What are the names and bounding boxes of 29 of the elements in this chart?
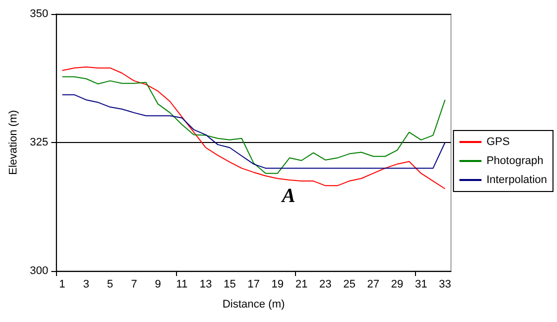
x-tick-label: 33 (438, 278, 452, 290)
x-tick-label: 19 (271, 278, 284, 290)
x-tick-label: 7 (130, 278, 138, 290)
x-tick-label: 9 (154, 278, 161, 290)
y-tick-label: 300 (30, 265, 48, 277)
legend-label: GPS (486, 136, 510, 148)
legend-label: Interpolation (486, 174, 548, 186)
x-tick-label: 21 (295, 278, 308, 290)
x-tick-label: 31 (414, 278, 428, 290)
legend-label: Photograph (486, 155, 544, 167)
line-series (62, 76, 446, 174)
line-series (62, 94, 446, 169)
x-tick-label: 25 (343, 278, 356, 290)
y-axis-title: Elevation (m) (8, 110, 20, 175)
annotation: A (280, 185, 296, 207)
y-tick-label: 350 (30, 8, 48, 20)
x-tick-label: 23 (319, 278, 332, 290)
x-tick-label: 13 (200, 278, 212, 290)
line-series (62, 66, 446, 190)
x-tick-label: 1 (59, 278, 66, 290)
x-tick-label: 5 (107, 278, 114, 290)
x-tick-label: 29 (391, 278, 404, 290)
x-tick-label: 27 (367, 278, 380, 290)
x-tick-label: 15 (224, 278, 236, 290)
y-tick-label: 325 (30, 136, 48, 148)
x-tick-label: 17 (248, 278, 260, 290)
x-axis-title: Distance (m) (222, 298, 285, 310)
x-tick-label: 3 (83, 278, 90, 290)
x-tick-label: 11 (176, 278, 188, 290)
